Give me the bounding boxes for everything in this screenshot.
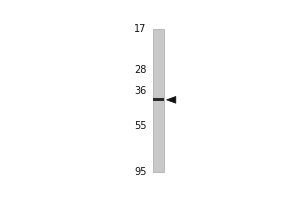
Text: 55: 55	[134, 121, 147, 131]
Bar	[153, 29, 164, 172]
Bar	[153, 98, 164, 101]
Text: 95: 95	[134, 167, 147, 177]
Text: 28: 28	[134, 65, 147, 75]
Text: 17: 17	[134, 24, 147, 34]
Text: 36: 36	[134, 86, 147, 96]
Polygon shape	[167, 96, 176, 103]
